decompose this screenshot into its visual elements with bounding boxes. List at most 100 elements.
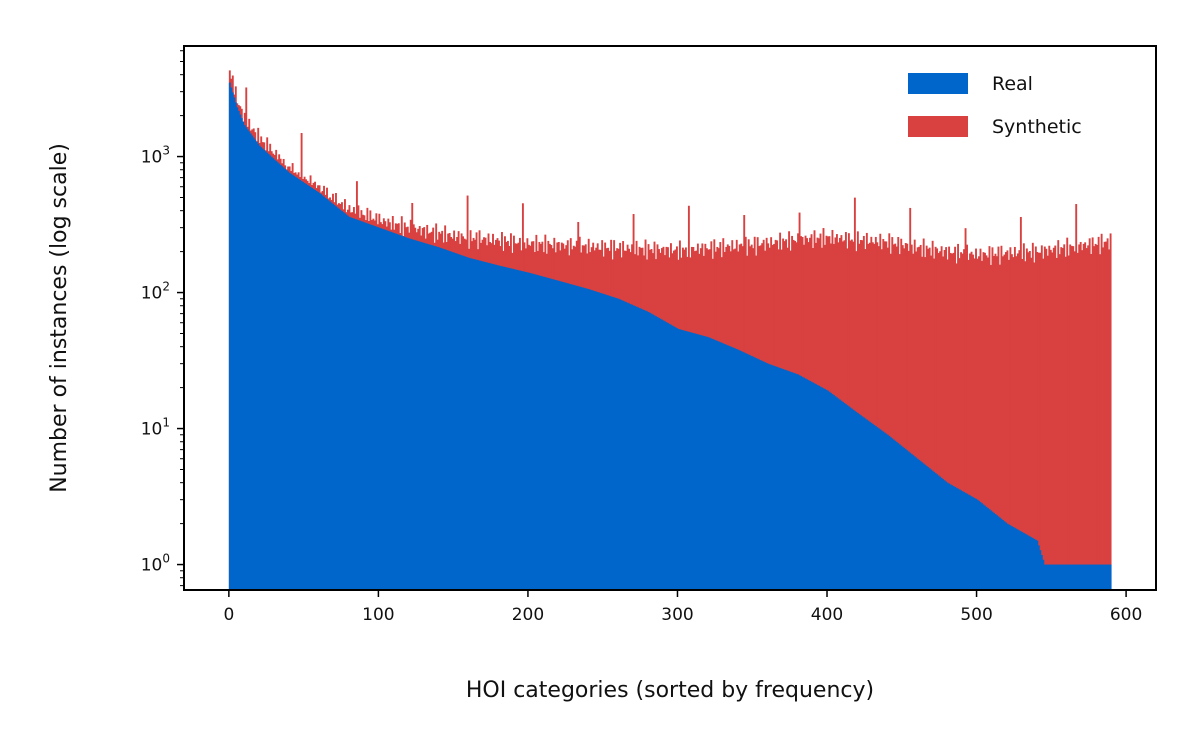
real-bar bbox=[335, 206, 337, 591]
real-bar bbox=[864, 418, 867, 590]
real-bar bbox=[990, 510, 992, 590]
real-bar bbox=[1075, 564, 1078, 590]
real-bar bbox=[239, 114, 242, 590]
real-bar bbox=[370, 224, 373, 591]
synthetic-bar bbox=[1001, 256, 1004, 590]
real-bar bbox=[865, 419, 868, 590]
real-bar bbox=[897, 443, 900, 590]
synthetic-bar bbox=[874, 236, 877, 590]
real-bar bbox=[1076, 564, 1079, 590]
real-bar bbox=[432, 245, 435, 590]
real-bar bbox=[664, 321, 666, 590]
synthetic-bar bbox=[871, 242, 874, 591]
real-bar bbox=[1039, 550, 1042, 590]
real-bar bbox=[593, 291, 596, 590]
synthetic-bar bbox=[892, 244, 895, 590]
real-bar bbox=[770, 364, 773, 590]
real-bar bbox=[910, 453, 913, 590]
real-bar bbox=[396, 234, 399, 590]
y-axis: 100 101 102 103 bbox=[141, 50, 184, 587]
synthetic-bar bbox=[1019, 216, 1022, 590]
real-bar bbox=[871, 423, 874, 590]
synthetic-bar bbox=[862, 235, 865, 590]
real-bar bbox=[381, 228, 384, 591]
real-bar bbox=[1019, 531, 1022, 590]
real-bar bbox=[318, 192, 321, 590]
real-bar bbox=[1099, 564, 1102, 590]
real-bar bbox=[901, 446, 904, 590]
real-bar bbox=[354, 219, 357, 591]
synthetic-bar bbox=[951, 253, 954, 590]
synthetic-bar bbox=[1051, 252, 1054, 590]
real-bar bbox=[774, 366, 777, 590]
synthetic-bar bbox=[967, 259, 970, 590]
real-bar bbox=[812, 382, 814, 590]
real-bar bbox=[1070, 564, 1073, 590]
real-bar bbox=[242, 121, 245, 590]
real-bar bbox=[427, 244, 430, 591]
synthetic-bar bbox=[1015, 256, 1018, 590]
synthetic-bar bbox=[1004, 252, 1007, 590]
synthetic-bar bbox=[903, 248, 906, 590]
real-bar bbox=[719, 342, 722, 590]
synthetic-bar bbox=[1094, 243, 1097, 590]
real-bar bbox=[667, 323, 669, 590]
real-bar bbox=[991, 511, 994, 590]
real-bar bbox=[394, 233, 397, 590]
real-bar bbox=[536, 275, 539, 590]
real-bar bbox=[741, 351, 744, 590]
real-bar bbox=[1103, 564, 1106, 590]
real-bar bbox=[399, 235, 402, 590]
real-bar bbox=[928, 468, 931, 590]
real-bar bbox=[619, 299, 622, 590]
real-bar bbox=[439, 247, 442, 590]
real-bar bbox=[345, 214, 348, 590]
real-bar bbox=[1066, 564, 1069, 590]
legend-label-synthetic: Synthetic bbox=[992, 116, 1082, 138]
real-bar bbox=[797, 374, 800, 590]
real-bar bbox=[885, 433, 888, 590]
real-bar bbox=[496, 265, 499, 590]
real-bar bbox=[889, 437, 892, 590]
real-bar bbox=[830, 392, 832, 590]
real-bar bbox=[284, 168, 287, 590]
synthetic-bar bbox=[1103, 241, 1106, 590]
real-bar bbox=[1031, 538, 1034, 590]
real-bar bbox=[436, 246, 439, 590]
real-bar bbox=[714, 340, 717, 590]
legend-swatch-synthetic bbox=[908, 116, 968, 137]
real-bar bbox=[734, 348, 737, 590]
synthetic-bar bbox=[1042, 258, 1045, 590]
real-bar bbox=[457, 254, 460, 591]
real-bar bbox=[705, 336, 708, 590]
real-bar bbox=[480, 260, 482, 590]
real-bar bbox=[545, 277, 548, 590]
real-bar bbox=[520, 270, 523, 590]
real-bar bbox=[459, 254, 462, 590]
real-bar bbox=[372, 225, 375, 590]
synthetic-bar bbox=[924, 257, 927, 590]
real-bar bbox=[1022, 532, 1025, 590]
real-bar bbox=[581, 287, 584, 590]
real-bar bbox=[653, 315, 656, 590]
real-bar bbox=[290, 173, 293, 590]
real-bar bbox=[530, 273, 533, 590]
real-bar bbox=[815, 384, 817, 590]
real-bar bbox=[478, 260, 481, 590]
real-bar bbox=[686, 331, 689, 590]
real-bar bbox=[732, 347, 735, 590]
synthetic-bar bbox=[1057, 240, 1060, 590]
real-bar bbox=[756, 358, 759, 590]
synthetic-bar bbox=[879, 233, 882, 590]
real-bar bbox=[385, 230, 388, 591]
real-bar bbox=[1108, 564, 1111, 590]
real-bar bbox=[1000, 518, 1003, 590]
real-bar bbox=[1100, 564, 1103, 590]
real-bar bbox=[270, 156, 273, 590]
real-bar bbox=[523, 271, 526, 590]
synthetic-bar bbox=[1064, 256, 1067, 590]
real-bar bbox=[515, 269, 518, 590]
synthetic-bar bbox=[1021, 258, 1024, 590]
real-bar bbox=[402, 236, 405, 590]
synthetic-bar bbox=[907, 250, 910, 590]
